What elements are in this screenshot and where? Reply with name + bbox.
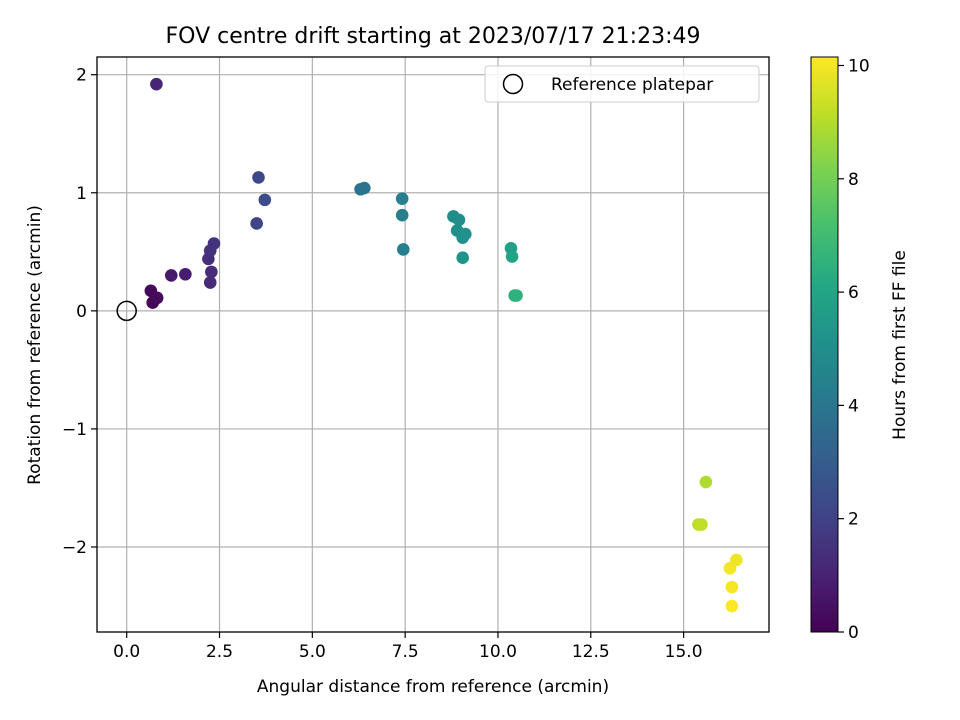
data-point (699, 475, 713, 489)
data-point (250, 217, 263, 230)
data-point (505, 250, 519, 263)
colorbar-tick-label: 0 (848, 623, 859, 643)
data-point (252, 171, 265, 184)
data-point (695, 518, 708, 531)
x-tick-label: 7.5 (392, 642, 419, 662)
y-axis-ticks: −2 −1 0 1 2 (62, 66, 97, 558)
data-point (396, 243, 410, 256)
y-tick-label: 0 (76, 302, 87, 322)
data-point (164, 269, 178, 282)
y-tick-label: −2 (62, 538, 87, 558)
data-point (179, 267, 192, 281)
x-tick-label: 2.5 (206, 642, 233, 662)
data-points (116, 77, 743, 613)
colorbar-tick-label: 6 (848, 283, 859, 303)
colorbar-ticks: 0 2 4 6 8 10 (838, 56, 870, 643)
data-point (150, 291, 164, 305)
x-tick-label: 15.0 (665, 642, 703, 662)
data-point (456, 251, 470, 265)
legend-entry-label: Reference platepar (551, 75, 713, 95)
y-tick-label: −1 (62, 420, 87, 440)
x-axis-label: Angular distance from reference (arcmin) (257, 677, 609, 697)
x-tick-label: 0.0 (113, 642, 140, 662)
data-point (203, 276, 217, 289)
legend-reference-marker (502, 73, 524, 95)
legend: Reference platepar (484, 65, 760, 103)
colorbar-tick-label: 4 (848, 396, 859, 416)
x-tick-label: 10.0 (479, 642, 517, 662)
y-tick-label: 2 (76, 66, 87, 86)
colorbar-tick-label: 2 (848, 510, 859, 530)
data-point (459, 227, 472, 241)
data-point (207, 237, 221, 250)
colorbar-tick-label: 10 (848, 56, 870, 76)
data-point (205, 265, 218, 279)
data-point (395, 208, 409, 222)
data-point (723, 561, 737, 575)
reference-platepar-marker (116, 300, 137, 322)
data-point (725, 599, 739, 613)
grid (97, 57, 769, 632)
plot-area (96, 56, 770, 633)
x-tick-label: 12.5 (572, 642, 610, 662)
data-point (395, 192, 409, 205)
x-tick-label: 5.0 (299, 642, 326, 662)
y-axis-label: Rotation from reference (arcmin) (25, 205, 45, 485)
data-point (725, 580, 739, 594)
colorbar (810, 56, 839, 633)
y-tick-label: 1 (76, 184, 87, 204)
data-point (150, 77, 163, 91)
x-axis-ticks: 0.0 2.5 5.0 7.5 10.0 12.5 15.0 (113, 632, 703, 662)
legend-box (484, 65, 760, 103)
data-point (358, 181, 371, 195)
colorbar-tick-label: 8 (848, 170, 859, 190)
data-point (452, 213, 466, 227)
data-point (510, 289, 523, 302)
chart-title: FOV centre drift starting at 2023/07/17 … (166, 24, 701, 49)
colorbar-label: Hours from first FF file (890, 250, 910, 440)
data-point (258, 193, 272, 207)
